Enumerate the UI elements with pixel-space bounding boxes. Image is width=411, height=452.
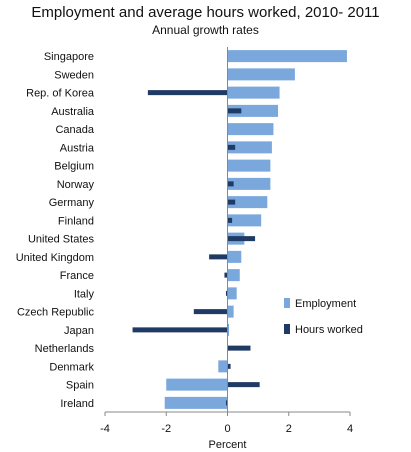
- x-axis-label: Percent: [209, 439, 247, 451]
- category-label: Ireland: [60, 398, 94, 410]
- hours-worked-bar: [225, 290, 228, 296]
- category-label: Canada: [55, 124, 94, 136]
- category-label: United Kingdom: [16, 252, 94, 264]
- x-tick-label: 4: [347, 423, 353, 435]
- category-label: Italy: [74, 288, 95, 300]
- employment-bar: [227, 305, 234, 318]
- employment-bar: [227, 323, 230, 336]
- category-label: Australia: [51, 106, 95, 118]
- x-tick-label: 2: [286, 423, 292, 435]
- hours-worked-bar: [227, 363, 231, 369]
- hours-worked-bar: [227, 217, 233, 223]
- x-tick-label: -4: [100, 423, 110, 435]
- category-label: Japan: [64, 325, 94, 337]
- category-label: Finland: [58, 215, 94, 227]
- employment-bar: [227, 287, 237, 300]
- category-label: Rep. of Korea: [26, 88, 95, 100]
- employment-bar: [227, 123, 274, 136]
- employment-bar: [227, 141, 272, 154]
- legend-label-hours-worked: Hours worked: [295, 324, 363, 336]
- category-label: Austria: [60, 142, 95, 154]
- hours-worked-bar: [227, 382, 260, 388]
- hours-worked-bar: [227, 108, 242, 114]
- employment-bar: [227, 269, 240, 282]
- category-label: Netherlands: [35, 343, 95, 355]
- category-label: Spain: [66, 380, 94, 392]
- hours-worked-bar: [227, 199, 236, 205]
- employment-bar: [227, 68, 295, 81]
- employment-bar: [166, 378, 228, 391]
- x-tick-label: -2: [161, 423, 171, 435]
- hours-worked-bar: [227, 144, 236, 150]
- hours-worked-bar: [227, 181, 234, 187]
- category-label: Czech Republic: [17, 307, 95, 319]
- chart-subtitle: Annual growth rates: [152, 23, 259, 37]
- employment-bar: [227, 159, 271, 172]
- hours-worked-bar: [224, 272, 228, 278]
- legend-swatch-employment: [284, 298, 290, 308]
- x-tick-label: 0: [224, 423, 230, 435]
- hours-worked-bar: [227, 345, 251, 351]
- employment-bar: [227, 104, 279, 117]
- employment-bar: [227, 50, 347, 63]
- hours-worked-bar: [132, 327, 228, 333]
- hours-worked-bar: [193, 309, 228, 315]
- legend-label-employment: Employment: [295, 298, 356, 310]
- hours-worked-bar: [209, 254, 228, 260]
- employment-bar: [227, 86, 280, 99]
- employment-bar: [227, 214, 262, 227]
- category-label: United States: [28, 234, 95, 246]
- employment-bar: [164, 396, 228, 409]
- category-label: Denmark: [49, 361, 94, 373]
- category-label: Germany: [49, 197, 95, 209]
- category-label: France: [60, 270, 94, 282]
- category-label: Belgium: [54, 161, 94, 173]
- category-label: Singapore: [44, 51, 94, 63]
- legend-swatch-hours-worked: [284, 324, 290, 334]
- employment-bar: [218, 360, 228, 373]
- chart-title: Employment and average hours worked, 201…: [31, 4, 380, 21]
- employment-bar: [227, 177, 271, 190]
- hours-worked-bar: [225, 400, 228, 406]
- employment-bar: [227, 196, 268, 209]
- employment-bar: [227, 250, 242, 263]
- category-label: Norway: [57, 179, 95, 191]
- hours-worked-bar: [227, 236, 256, 242]
- category-label: Sweden: [54, 69, 94, 81]
- hours-worked-bar: [147, 90, 228, 96]
